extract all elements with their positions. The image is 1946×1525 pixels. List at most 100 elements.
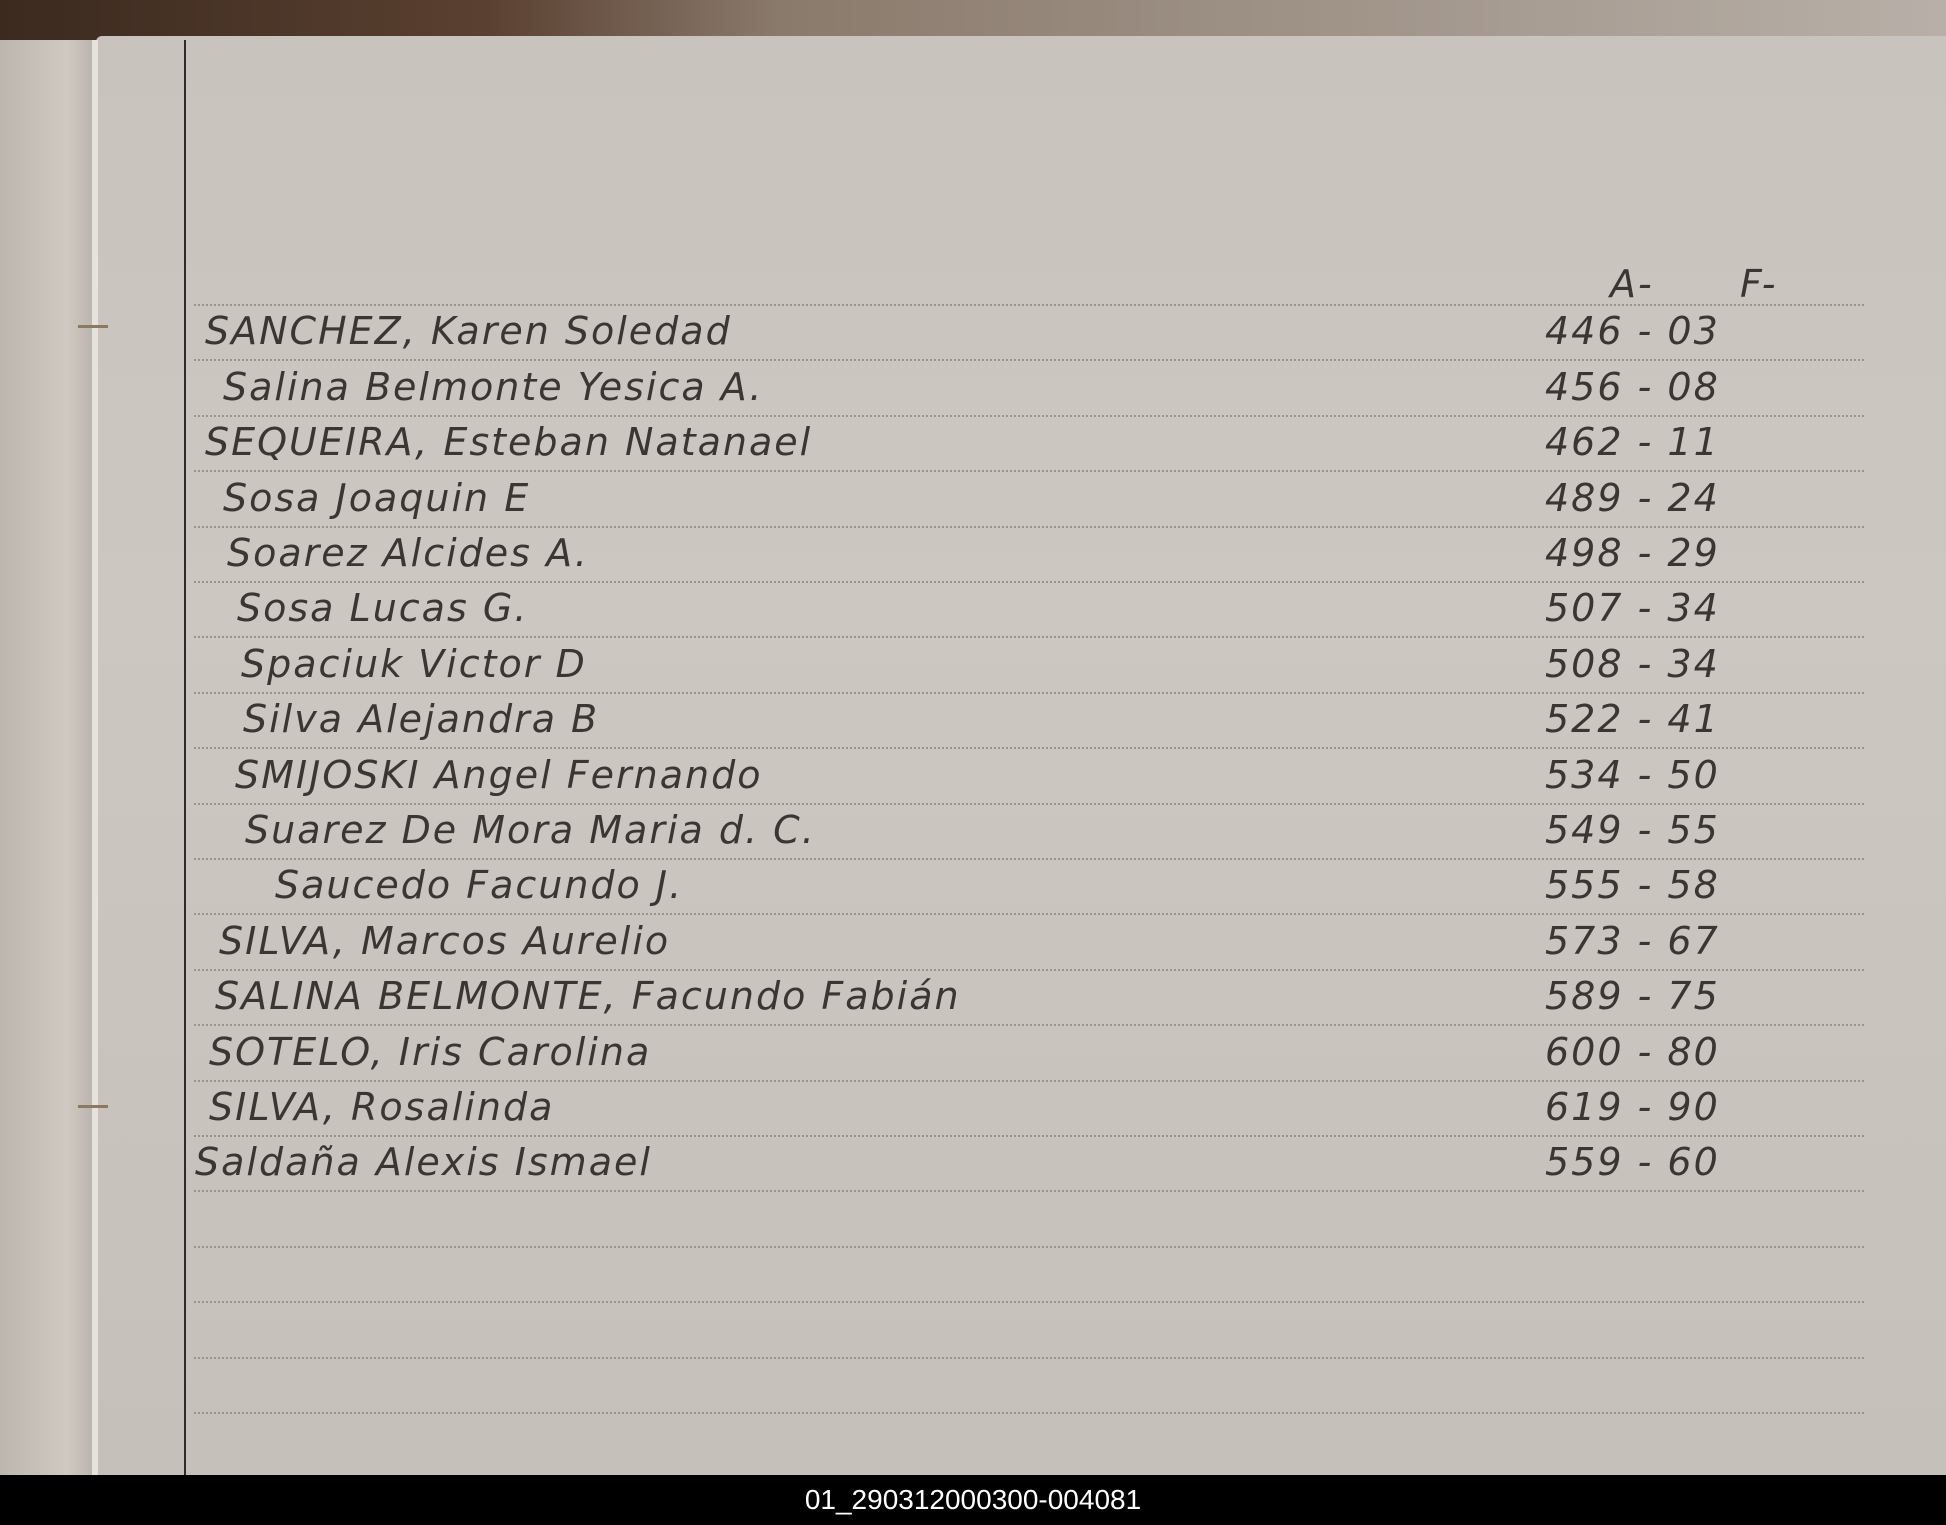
entry-name: SANCHEZ, Karen Soledad bbox=[205, 309, 732, 354]
entry-name: SILVA, Marcos Aurelio bbox=[219, 918, 671, 963]
entry-numbers: 456 - 08 bbox=[1545, 365, 1805, 409]
ruled-line bbox=[194, 414, 1864, 417]
ruled-line bbox=[194, 1412, 1864, 1414]
entry-a-number: 507 bbox=[1545, 586, 1624, 631]
separator-dash: - bbox=[1623, 808, 1668, 852]
entry-numbers: 549 - 55 bbox=[1545, 808, 1805, 852]
ruled-line bbox=[194, 802, 1864, 805]
entry-numbers: 600 - 80 bbox=[1545, 1030, 1805, 1074]
entry-numbers: 619 - 90 bbox=[1545, 1085, 1805, 1129]
separator-dash: - bbox=[1623, 752, 1668, 797]
entry-numbers: 555 - 58 bbox=[1545, 863, 1805, 907]
entry-a-number: 589 bbox=[1545, 974, 1624, 1019]
entry-name: SEQUEIRA, Esteban Natanael bbox=[205, 420, 813, 465]
entry-f-number: 34 bbox=[1667, 641, 1720, 686]
entry-a-number: 446 bbox=[1545, 309, 1624, 354]
ruled-line bbox=[194, 470, 1864, 473]
entry-f-number: 90 bbox=[1667, 1085, 1720, 1129]
entry-numbers: 522 - 41 bbox=[1545, 697, 1805, 741]
separator-dash: - bbox=[1623, 1029, 1668, 1074]
ruled-line bbox=[194, 1079, 1864, 1082]
entry-numbers: 559 - 60 bbox=[1545, 1140, 1805, 1184]
entry-a-number: 600 bbox=[1545, 1029, 1624, 1074]
entry-name: Salina Belmonte Yesica A. bbox=[223, 364, 764, 409]
entry-numbers: 508 - 34 bbox=[1545, 642, 1805, 686]
entry-f-number: 03 bbox=[1667, 309, 1720, 354]
separator-dash: - bbox=[1623, 1140, 1668, 1185]
entry-numbers: 446 - 03 bbox=[1545, 309, 1805, 353]
entry-numbers: 498 - 29 bbox=[1545, 531, 1805, 575]
entry-name: SALINA BELMONTE, Facundo Fabián bbox=[215, 974, 961, 1019]
ruled-line bbox=[194, 636, 1864, 639]
ruled-line bbox=[194, 747, 1864, 750]
entry-name: SOTELO, Iris Carolina bbox=[209, 1029, 652, 1074]
entry-a-number: 456 bbox=[1545, 364, 1624, 409]
column-header-a: A- bbox=[1610, 262, 1654, 306]
separator-dash: - bbox=[1623, 974, 1668, 1019]
entry-f-number: 67 bbox=[1667, 918, 1720, 963]
left-page-edge bbox=[0, 40, 96, 1480]
separator-dash: - bbox=[1623, 364, 1668, 409]
ruled-line bbox=[194, 1245, 1864, 1248]
entry-numbers: 534 - 50 bbox=[1545, 753, 1805, 797]
ruled-line bbox=[194, 913, 1864, 916]
binding-stitch bbox=[78, 1105, 108, 1108]
separator-dash: - bbox=[1623, 863, 1668, 908]
entry-a-number: 573 bbox=[1545, 918, 1624, 963]
separator-dash: - bbox=[1623, 697, 1668, 742]
entry-f-number: 29 bbox=[1667, 531, 1720, 575]
entry-numbers: 489 - 24 bbox=[1545, 476, 1805, 520]
entry-name: Sosa Joaquin E bbox=[223, 475, 531, 520]
entry-f-number: 55 bbox=[1667, 808, 1720, 852]
entry-f-number: 60 bbox=[1667, 1140, 1720, 1185]
entry-a-number: 489 bbox=[1545, 475, 1624, 520]
ruled-line bbox=[194, 581, 1864, 583]
margin-line bbox=[184, 40, 186, 1480]
entry-f-number: 58 bbox=[1667, 863, 1720, 908]
binding-stitch bbox=[78, 325, 108, 328]
entry-f-number: 80 bbox=[1667, 1029, 1720, 1074]
separator-dash: - bbox=[1623, 420, 1668, 465]
entry-a-number: 462 bbox=[1545, 420, 1624, 465]
page-binding bbox=[92, 40, 98, 1480]
entry-name: SMIJOSKI Angel Fernando bbox=[235, 752, 763, 797]
entry-a-number: 498 bbox=[1545, 531, 1624, 575]
entry-a-number: 549 bbox=[1545, 808, 1624, 852]
ruled-line bbox=[194, 1190, 1864, 1193]
separator-dash: - bbox=[1623, 1085, 1668, 1129]
entry-f-number: 75 bbox=[1667, 974, 1720, 1019]
entry-name: Spaciuk Victor D bbox=[241, 641, 587, 686]
entry-a-number: 559 bbox=[1545, 1140, 1624, 1185]
entry-name: Sosa Lucas G. bbox=[237, 586, 529, 631]
entry-name: Suarez De Mora Maria d. C. bbox=[245, 808, 816, 852]
notebook-page bbox=[96, 36, 1946, 1476]
ruled-line bbox=[194, 359, 1864, 362]
image-caption: 01_290312000300-004081 bbox=[0, 1475, 1946, 1525]
entry-name: Saucedo Facundo J. bbox=[275, 863, 684, 908]
ruled-line bbox=[194, 968, 1864, 971]
separator-dash: - bbox=[1623, 309, 1668, 354]
separator-dash: - bbox=[1623, 918, 1668, 963]
entry-a-number: 555 bbox=[1545, 863, 1624, 908]
entry-f-number: 50 bbox=[1667, 752, 1720, 797]
ruled-line bbox=[194, 1135, 1864, 1137]
separator-dash: - bbox=[1623, 641, 1668, 686]
entry-numbers: 507 - 34 bbox=[1545, 586, 1805, 630]
entry-name: Saldaña Alexis Ismael bbox=[195, 1140, 652, 1185]
entry-a-number: 522 bbox=[1545, 697, 1624, 742]
entry-a-number: 619 bbox=[1545, 1085, 1624, 1129]
entry-f-number: 34 bbox=[1667, 586, 1720, 631]
separator-dash: - bbox=[1623, 531, 1668, 575]
entry-name: Silva Alejandra B bbox=[243, 697, 600, 742]
ruled-line bbox=[194, 525, 1864, 528]
separator-dash: - bbox=[1623, 586, 1668, 631]
entry-name: Soarez Alcides A. bbox=[227, 531, 589, 575]
entry-f-number: 41 bbox=[1667, 697, 1720, 742]
ruled-line bbox=[194, 1356, 1864, 1359]
entry-a-number: 508 bbox=[1545, 641, 1624, 686]
ruled-line bbox=[194, 691, 1864, 694]
entry-numbers: 573 - 67 bbox=[1545, 919, 1805, 963]
entry-numbers: 589 - 75 bbox=[1545, 974, 1805, 1018]
entry-f-number: 24 bbox=[1667, 475, 1720, 520]
entry-f-number: 11 bbox=[1667, 420, 1720, 465]
